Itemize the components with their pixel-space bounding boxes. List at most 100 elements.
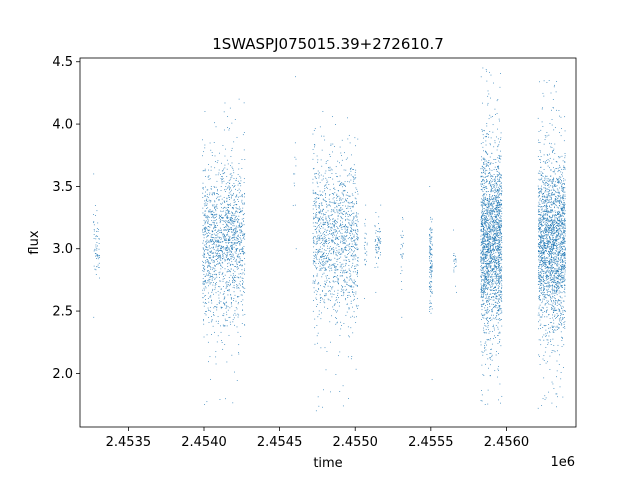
data-point	[339, 253, 341, 255]
data-point	[497, 191, 499, 193]
data-point	[357, 193, 359, 195]
data-point	[220, 232, 222, 233]
data-point	[240, 177, 242, 179]
data-point	[356, 224, 358, 226]
data-point	[335, 223, 337, 225]
data-point	[98, 262, 100, 264]
data-point	[499, 202, 501, 204]
data-point	[328, 226, 330, 228]
data-point	[202, 292, 204, 294]
data-point	[212, 221, 214, 223]
data-point	[319, 212, 321, 214]
data-point	[239, 183, 241, 184]
data-point	[243, 213, 245, 215]
data-point	[482, 258, 484, 260]
data-point	[340, 212, 342, 214]
data-point	[327, 210, 329, 212]
data-point	[498, 264, 500, 266]
data-point	[366, 251, 368, 253]
data-point	[234, 371, 235, 373]
data-point	[485, 285, 487, 287]
data-point	[334, 257, 336, 259]
data-point	[486, 311, 488, 313]
data-point	[315, 253, 317, 255]
data-point	[347, 210, 349, 212]
data-point	[212, 257, 214, 258]
data-point	[499, 339, 501, 341]
data-point	[226, 198, 228, 200]
data-point	[212, 267, 214, 269]
data-point	[351, 286, 353, 288]
data-point	[348, 222, 350, 224]
data-point	[236, 285, 238, 287]
data-point	[316, 275, 318, 277]
data-point	[402, 217, 403, 218]
data-point	[319, 217, 320, 219]
data-point	[498, 254, 500, 256]
data-point	[498, 179, 500, 181]
data-point	[491, 311, 493, 313]
data-point	[204, 269, 205, 271]
data-point	[340, 224, 342, 225]
data-point	[334, 263, 336, 265]
data-point	[244, 159, 246, 160]
data-point	[483, 237, 485, 239]
data-point	[202, 187, 204, 189]
data-point	[494, 297, 496, 299]
data-point	[219, 244, 221, 246]
data-point	[333, 187, 335, 189]
data-point	[212, 205, 214, 207]
data-point	[229, 307, 231, 309]
data-point	[431, 267, 432, 269]
data-point	[485, 226, 487, 228]
data-point	[329, 170, 331, 172]
data-point	[316, 257, 317, 259]
data-point	[495, 275, 497, 277]
data-point	[481, 223, 483, 225]
data-point	[431, 266, 433, 268]
data-point	[223, 302, 225, 304]
data-point	[216, 341, 218, 343]
data-point	[489, 131, 491, 132]
data-point	[485, 257, 486, 259]
data-point	[485, 328, 487, 330]
data-point	[378, 239, 379, 241]
data-point	[236, 268, 238, 270]
data-point	[96, 249, 98, 251]
data-point	[223, 234, 225, 235]
data-point	[377, 266, 379, 268]
data-point	[224, 304, 226, 306]
data-point	[220, 231, 222, 233]
data-point	[499, 120, 500, 122]
data-point	[209, 194, 210, 196]
data-point	[322, 209, 324, 211]
data-point	[213, 217, 215, 219]
data-point	[325, 275, 327, 277]
data-point	[321, 218, 323, 220]
data-point	[238, 240, 239, 242]
data-point	[338, 297, 339, 299]
data-point	[316, 242, 318, 244]
data-point	[486, 234, 488, 236]
data-point	[487, 208, 489, 210]
data-point	[210, 251, 212, 253]
data-point	[218, 244, 220, 246]
data-point	[498, 313, 500, 315]
data-point	[497, 188, 499, 190]
data-point	[356, 202, 357, 204]
data-point	[210, 282, 212, 284]
data-point	[431, 271, 433, 272]
data-point	[356, 216, 357, 218]
data-point	[202, 207, 204, 209]
data-point	[501, 274, 502, 276]
data-point	[355, 231, 357, 233]
data-point	[211, 214, 213, 216]
data-point	[493, 221, 494, 223]
data-point	[226, 200, 228, 202]
data-point	[222, 176, 223, 178]
data-point	[221, 246, 223, 247]
data-point	[482, 240, 484, 242]
data-point	[486, 296, 487, 298]
data-point	[354, 230, 356, 232]
data-point	[324, 222, 325, 224]
